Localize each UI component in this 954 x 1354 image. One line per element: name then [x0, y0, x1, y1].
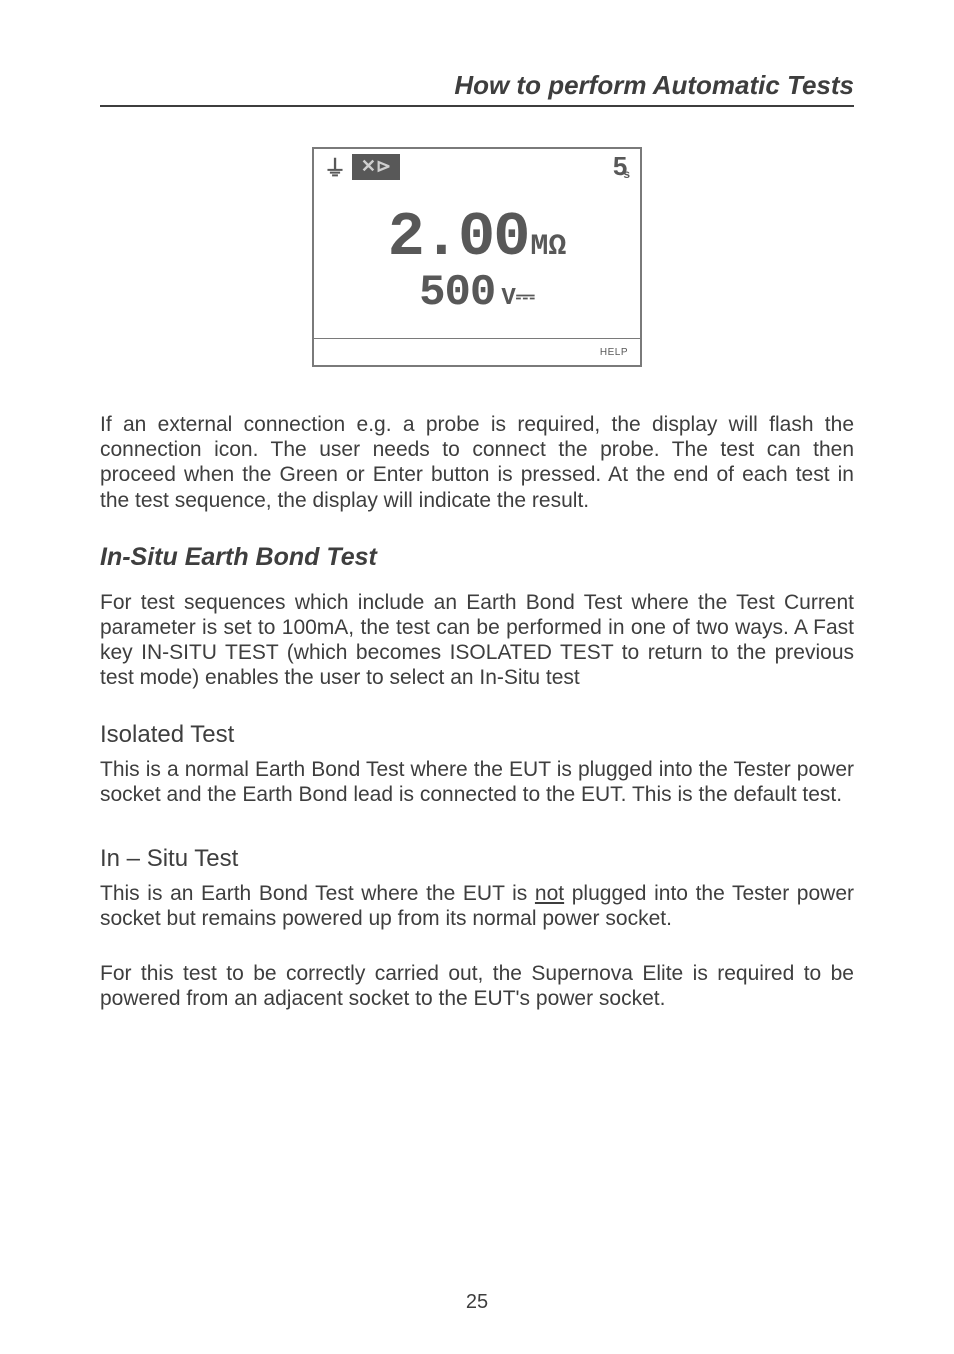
help-label: HELP: [600, 347, 628, 358]
insitu-pre: This is an Earth Bond Test where the EUT…: [100, 882, 535, 905]
lcd-footer: HELP: [314, 338, 640, 365]
isolated-test-body: This is a normal Earth Bond Test where t…: [100, 757, 854, 807]
insitu-not: not: [535, 882, 564, 905]
section-heading-insitu-earth: In-Situ Earth Bond Test: [100, 543, 854, 572]
probe-icon: ✕⊳: [352, 154, 400, 180]
insitu-test-heading: In – Situ Test: [100, 845, 854, 873]
probe-glyph: ✕⊳: [361, 156, 391, 177]
isolated-test-heading: Isolated Test: [100, 721, 854, 749]
earth-icon: ⏚: [324, 151, 346, 183]
lcd-topbar-left: ⏚ ✕⊳: [324, 151, 400, 183]
reading-value: 2.00: [388, 207, 529, 269]
lcd-main: 2.00 MΩ 500 V⎓: [314, 184, 640, 338]
insitu-test-body: This is an Earth Bond Test where the EUT…: [100, 881, 854, 931]
lcd-screen: ⏚ ✕⊳ 5s 2.00 MΩ 500 V⎓: [312, 147, 642, 367]
lcd-topbar: ⏚ ✕⊳ 5s: [314, 149, 640, 184]
reading-line: 2.00 MΩ: [388, 207, 567, 269]
page-number: 25: [0, 1291, 954, 1314]
lcd-wrapper: ⏚ ✕⊳ 5s 2.00 MΩ 500 V⎓: [100, 147, 854, 367]
sub-unit: V⎓: [501, 284, 535, 312]
insitu-test-body2: For this test to be correctly carried ou…: [100, 961, 854, 1011]
page: How to perform Automatic Tests ⏚ ✕⊳ 5s 2…: [0, 0, 954, 1354]
subreading-line: 500 V⎓: [419, 269, 535, 315]
intro-paragraph: If an external connection e.g. a probe i…: [100, 412, 854, 513]
reading-unit: MΩ: [530, 230, 566, 264]
page-title: How to perform Automatic Tests: [100, 70, 854, 107]
sub-value: 500: [419, 271, 495, 315]
timer-unit: s: [623, 167, 628, 181]
timer-value: 5s: [613, 151, 630, 182]
section1-body: For test sequences which include an Eart…: [100, 590, 854, 691]
